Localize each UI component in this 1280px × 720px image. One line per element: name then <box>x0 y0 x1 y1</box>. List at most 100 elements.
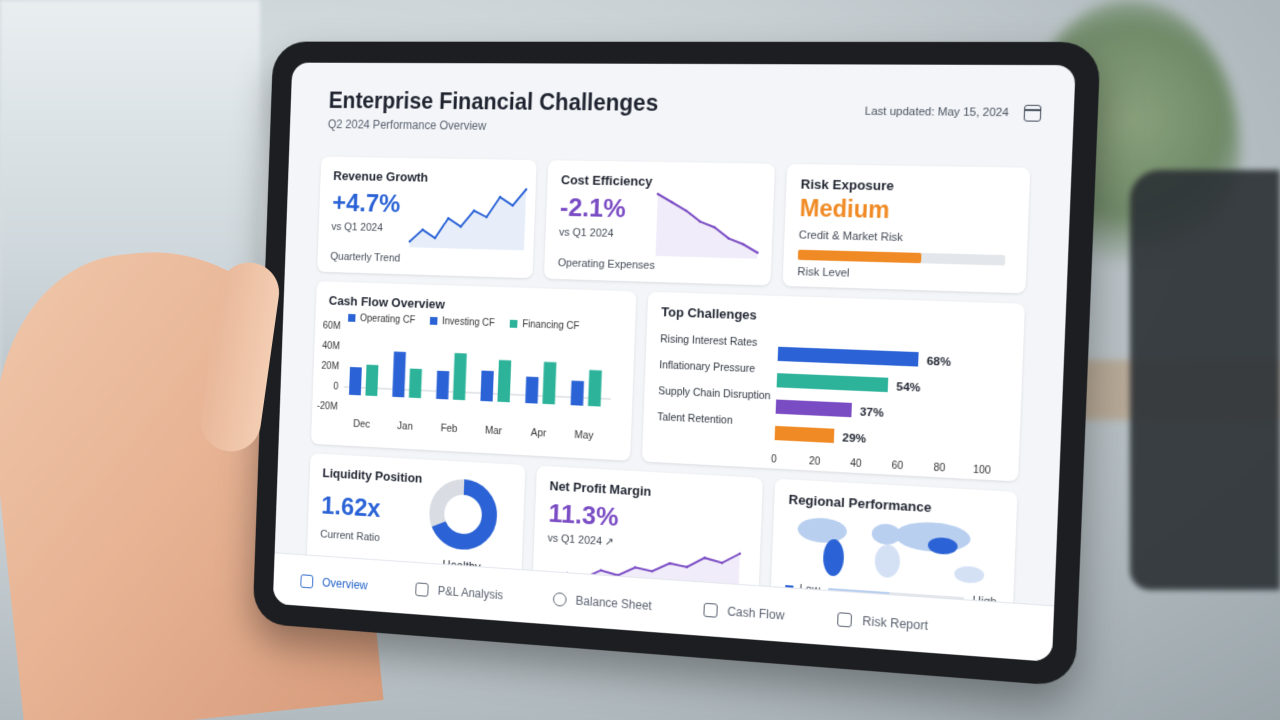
nav-cash-flow-label: Cash Flow <box>727 603 785 623</box>
x-tick-label: Dec <box>353 419 370 431</box>
revenue-growth-value: +4.7% <box>331 187 401 218</box>
margin-trend-point <box>668 562 671 565</box>
cash-flow-card[interactable]: Cash Flow Overview Operating CF Investing… <box>310 281 637 461</box>
cost-compare: vs Q1 2024 <box>558 226 614 240</box>
last-updated-text: Last updated: May 15, 2024 <box>864 105 1010 120</box>
revenue-compare: vs Q1 2024 <box>331 221 383 234</box>
challenge-value-label: 37% <box>860 406 885 420</box>
x-tick-label: 40 <box>850 458 862 470</box>
background-chair <box>1130 170 1280 590</box>
risk-exposure-card[interactable]: Risk Exposure Medium Credit & Market Ris… <box>782 163 1031 294</box>
cash-flow-bar <box>365 364 379 397</box>
challenge-label: Rising Interest Rates <box>660 334 758 349</box>
y-tick-label: -20M <box>317 401 338 413</box>
x-tick-label: Mar <box>485 425 503 437</box>
cost-trend-point <box>670 201 674 204</box>
x-tick-label: 20 <box>809 456 821 468</box>
nav-pl-analysis[interactable]: P&L Analysis <box>415 581 504 602</box>
revenue-trend-area <box>409 187 527 251</box>
revenue-caption: Quarterly Trend <box>330 250 401 265</box>
cash-flow-bar <box>542 361 557 405</box>
x-tick-label: 0 <box>771 454 777 466</box>
clock-icon <box>552 591 567 607</box>
calendar-icon[interactable] <box>1023 104 1042 122</box>
document-icon <box>703 602 718 618</box>
cash-flow-title: Cash Flow Overview <box>328 293 446 312</box>
x-tick-label: 100 <box>973 464 991 477</box>
net-profit-value: 11.3% <box>548 497 620 532</box>
nav-overview-label: Overview <box>321 575 368 592</box>
nav-pl-analysis-label: P&L Analysis <box>437 583 504 602</box>
y-tick-label: 60M <box>323 320 341 332</box>
challenge-value-label: 54% <box>896 381 921 395</box>
cash-flow-bar <box>436 370 450 400</box>
cash-flow-bar <box>452 353 467 401</box>
cash-flow-bar <box>570 380 585 406</box>
nav-balance-sheet-label: Balance Sheet <box>575 593 653 613</box>
cost-efficiency-title: Cost Efficiency <box>560 172 653 189</box>
cash-flow-bar <box>587 369 602 407</box>
world-map <box>797 516 985 584</box>
risk-exposure-value: Medium <box>799 194 890 224</box>
y-tick-label: 0 <box>333 381 338 392</box>
cost-trend-point <box>656 192 659 196</box>
risk-level-track <box>797 249 1006 266</box>
challenge-bar <box>776 373 889 393</box>
nav-risk-report[interactable]: Risk Report <box>837 611 929 633</box>
y-tick-label: 20M <box>321 361 339 373</box>
cash-flow-chart: 60M 40M 20M 0 -20M Dec Jan Feb Mar Apr May <box>317 320 625 442</box>
top-challenges-chart: Rising Interest Rates 68% Inflationary Pre… <box>657 334 991 482</box>
x-tick-label: Feb <box>440 423 458 435</box>
regional-card[interactable]: Regional Performance Low High <box>770 478 1018 622</box>
risk-exposure-title: Risk Exposure <box>800 176 895 194</box>
revenue-sparkline <box>406 179 531 251</box>
challenge-label: Inflationary Pressure <box>659 360 756 375</box>
cash-flow-bar <box>480 370 494 402</box>
x-tick-label: Jan <box>397 421 413 433</box>
nav-overview[interactable]: Overview <box>300 573 368 592</box>
cost-caption: Operating Expenses <box>557 257 656 272</box>
y-tick-label: 40M <box>322 341 340 353</box>
cash-flow-bar <box>525 376 539 404</box>
challenge-bar <box>777 346 919 367</box>
net-profit-title: Net Profit Margin <box>549 478 652 499</box>
top-challenges-card[interactable]: Top Challenges Rising Interest Rates 68% I… <box>641 291 1025 482</box>
x-tick-label: May <box>574 430 594 442</box>
risk-level-fill <box>797 249 922 264</box>
home-icon <box>300 573 314 589</box>
margin-trend-point <box>651 570 654 573</box>
cost-trend-area <box>655 193 760 259</box>
cash-flow-bar <box>392 351 406 398</box>
cost-efficiency-value: -2.1% <box>559 192 627 224</box>
x-tick-label: Apr <box>530 428 547 440</box>
report-icon <box>837 611 853 628</box>
nav-balance-sheet[interactable]: Balance Sheet <box>552 591 653 613</box>
challenge-label: Talent Retention <box>657 412 733 427</box>
challenge-value-label: 29% <box>842 432 866 446</box>
zero-line <box>344 387 611 399</box>
x-tick-label: 80 <box>933 462 945 474</box>
cost-sparkline <box>652 186 764 259</box>
x-tick-label: 60 <box>891 460 903 472</box>
cash-flow-bar <box>497 359 512 403</box>
dashboard-screen: Enterprise Financial Challenges Q2 2024 … <box>272 62 1076 662</box>
liquidity-donut <box>424 473 502 556</box>
liquidity-title: Liquidity Position <box>322 465 423 486</box>
page-subtitle: Q2 2024 Performance Overview <box>327 117 487 133</box>
dashboard-header: Enterprise Financial Challenges Q2 2024 … <box>327 88 1042 156</box>
liquidity-value: 1.62x <box>320 490 382 523</box>
cash-flow-bar <box>348 366 362 396</box>
nav-risk-report-label: Risk Report <box>862 613 929 633</box>
revenue-growth-card[interactable]: Revenue Growth +4.7% vs Q1 2024 Quarterl… <box>317 156 537 279</box>
risk-caption: Risk Level <box>797 265 850 280</box>
challenge-label: Supply Chain Disruption <box>658 386 771 402</box>
challenge-bar <box>774 425 835 444</box>
piggy-bank-icon <box>415 581 429 597</box>
liquidity-caption: Current Ratio <box>320 528 381 545</box>
challenge-value-label: 68% <box>926 355 951 369</box>
nav-cash-flow[interactable]: Cash Flow <box>703 602 785 622</box>
challenge-bar <box>775 399 852 418</box>
x-axis-label: Impact Index <box>845 472 908 482</box>
cost-efficiency-card[interactable]: Cost Efficiency -2.1% vs Q1 2024 Operati… <box>543 160 776 286</box>
tablet-device: Enterprise Financial Challenges Q2 2024 … <box>252 41 1101 687</box>
